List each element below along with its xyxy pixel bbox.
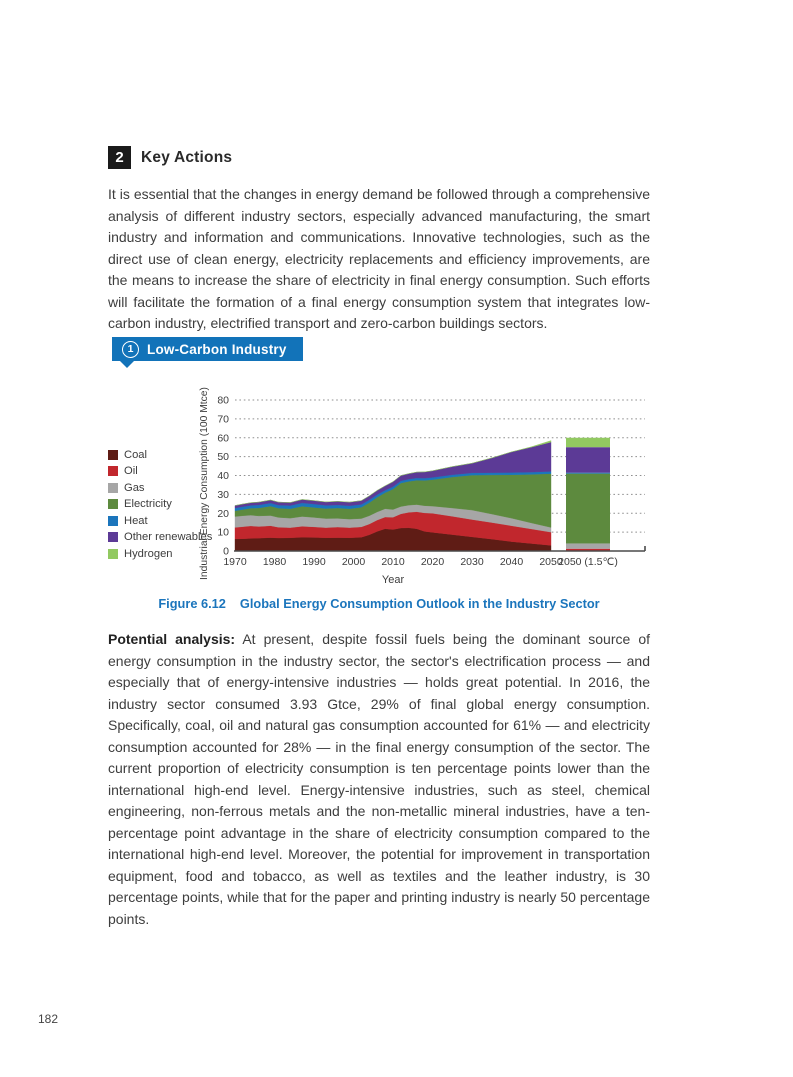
analysis-label: Potential analysis: xyxy=(108,631,236,647)
analysis-text: At present, despite fossil fuels being t… xyxy=(108,631,650,927)
svg-text:2050 (1.5℃): 2050 (1.5℃) xyxy=(558,556,618,568)
legend-swatch-icon xyxy=(108,499,118,509)
intro-paragraph: It is essential that the changes in ener… xyxy=(108,186,650,331)
legend-label: Hydrogen xyxy=(124,547,173,560)
svg-text:0: 0 xyxy=(223,546,229,558)
svg-text:1980: 1980 xyxy=(263,556,287,568)
chart-legend: Coal Oil Gas Electricity Heat Other renewable… xyxy=(108,448,213,560)
svg-text:20: 20 xyxy=(217,508,229,520)
numbered-circle-icon: 1 xyxy=(122,340,139,358)
legend-swatch-icon xyxy=(108,548,118,559)
svg-text:2020: 2020 xyxy=(421,556,445,568)
svg-text:2030: 2030 xyxy=(460,556,484,568)
legend-item: Other renewables xyxy=(108,531,213,543)
svg-text:50: 50 xyxy=(217,451,229,463)
legend-label: Coal xyxy=(124,448,148,461)
svg-text:10: 10 xyxy=(217,527,229,539)
legend-label: Gas xyxy=(124,481,145,494)
svg-text:1970: 1970 xyxy=(223,556,247,568)
legend-item: Oil xyxy=(108,465,212,477)
legend-swatch-icon xyxy=(108,532,118,542)
svg-text:2050: 2050 xyxy=(539,556,563,568)
analysis-paragraph: Potential analysis: At present, despite … xyxy=(108,629,650,930)
svg-text:80: 80 xyxy=(217,395,229,407)
figure-label: Figure 6.12 xyxy=(158,596,226,611)
svg-text:2010: 2010 xyxy=(381,556,405,568)
key-actions-header: 2 Key Actions xyxy=(108,146,232,169)
figure-title: Global Energy Consumption Outlook in the… xyxy=(239,596,600,611)
legend-label: Oil xyxy=(124,465,138,477)
banner-tail-icon xyxy=(120,361,134,368)
legend-item: Gas xyxy=(108,481,212,494)
legend-swatch-icon xyxy=(108,449,118,460)
svg-text:2000: 2000 xyxy=(342,556,366,568)
subsection-banner: 1 Low-Carbon Industry xyxy=(112,337,303,368)
legend-item: Hydrogen xyxy=(108,547,212,560)
svg-text:Year: Year xyxy=(382,574,405,586)
legend-label: Other renewables xyxy=(124,531,213,543)
svg-text:30: 30 xyxy=(217,489,229,501)
legend-label: Heat xyxy=(124,514,148,527)
svg-text:Industrial Energy Consumption: Industrial Energy Consumption (100 Mtce) xyxy=(199,387,210,580)
svg-text:2040: 2040 xyxy=(500,556,524,568)
svg-text:60: 60 xyxy=(217,432,229,444)
svg-text:40: 40 xyxy=(217,470,229,482)
legend-swatch-icon xyxy=(108,515,118,526)
legend-item: Coal xyxy=(108,448,212,461)
subsection-title: Low-Carbon Industry xyxy=(147,341,287,357)
legend-item: Heat xyxy=(108,514,212,527)
svg-text:70: 70 xyxy=(217,413,229,425)
legend-swatch-icon xyxy=(108,482,118,493)
key-actions-title: Key Actions xyxy=(141,148,233,166)
figure-caption: Figure 6.12 Global Energy Consumption Out… xyxy=(108,596,650,611)
section-number-badge: 2 xyxy=(108,146,131,169)
legend-item: Electricity xyxy=(108,498,212,510)
svg-text:1990: 1990 xyxy=(302,556,326,568)
page-number: 182 xyxy=(38,1012,59,1026)
legend-swatch-icon xyxy=(108,466,118,476)
legend-label: Electricity xyxy=(124,498,172,510)
